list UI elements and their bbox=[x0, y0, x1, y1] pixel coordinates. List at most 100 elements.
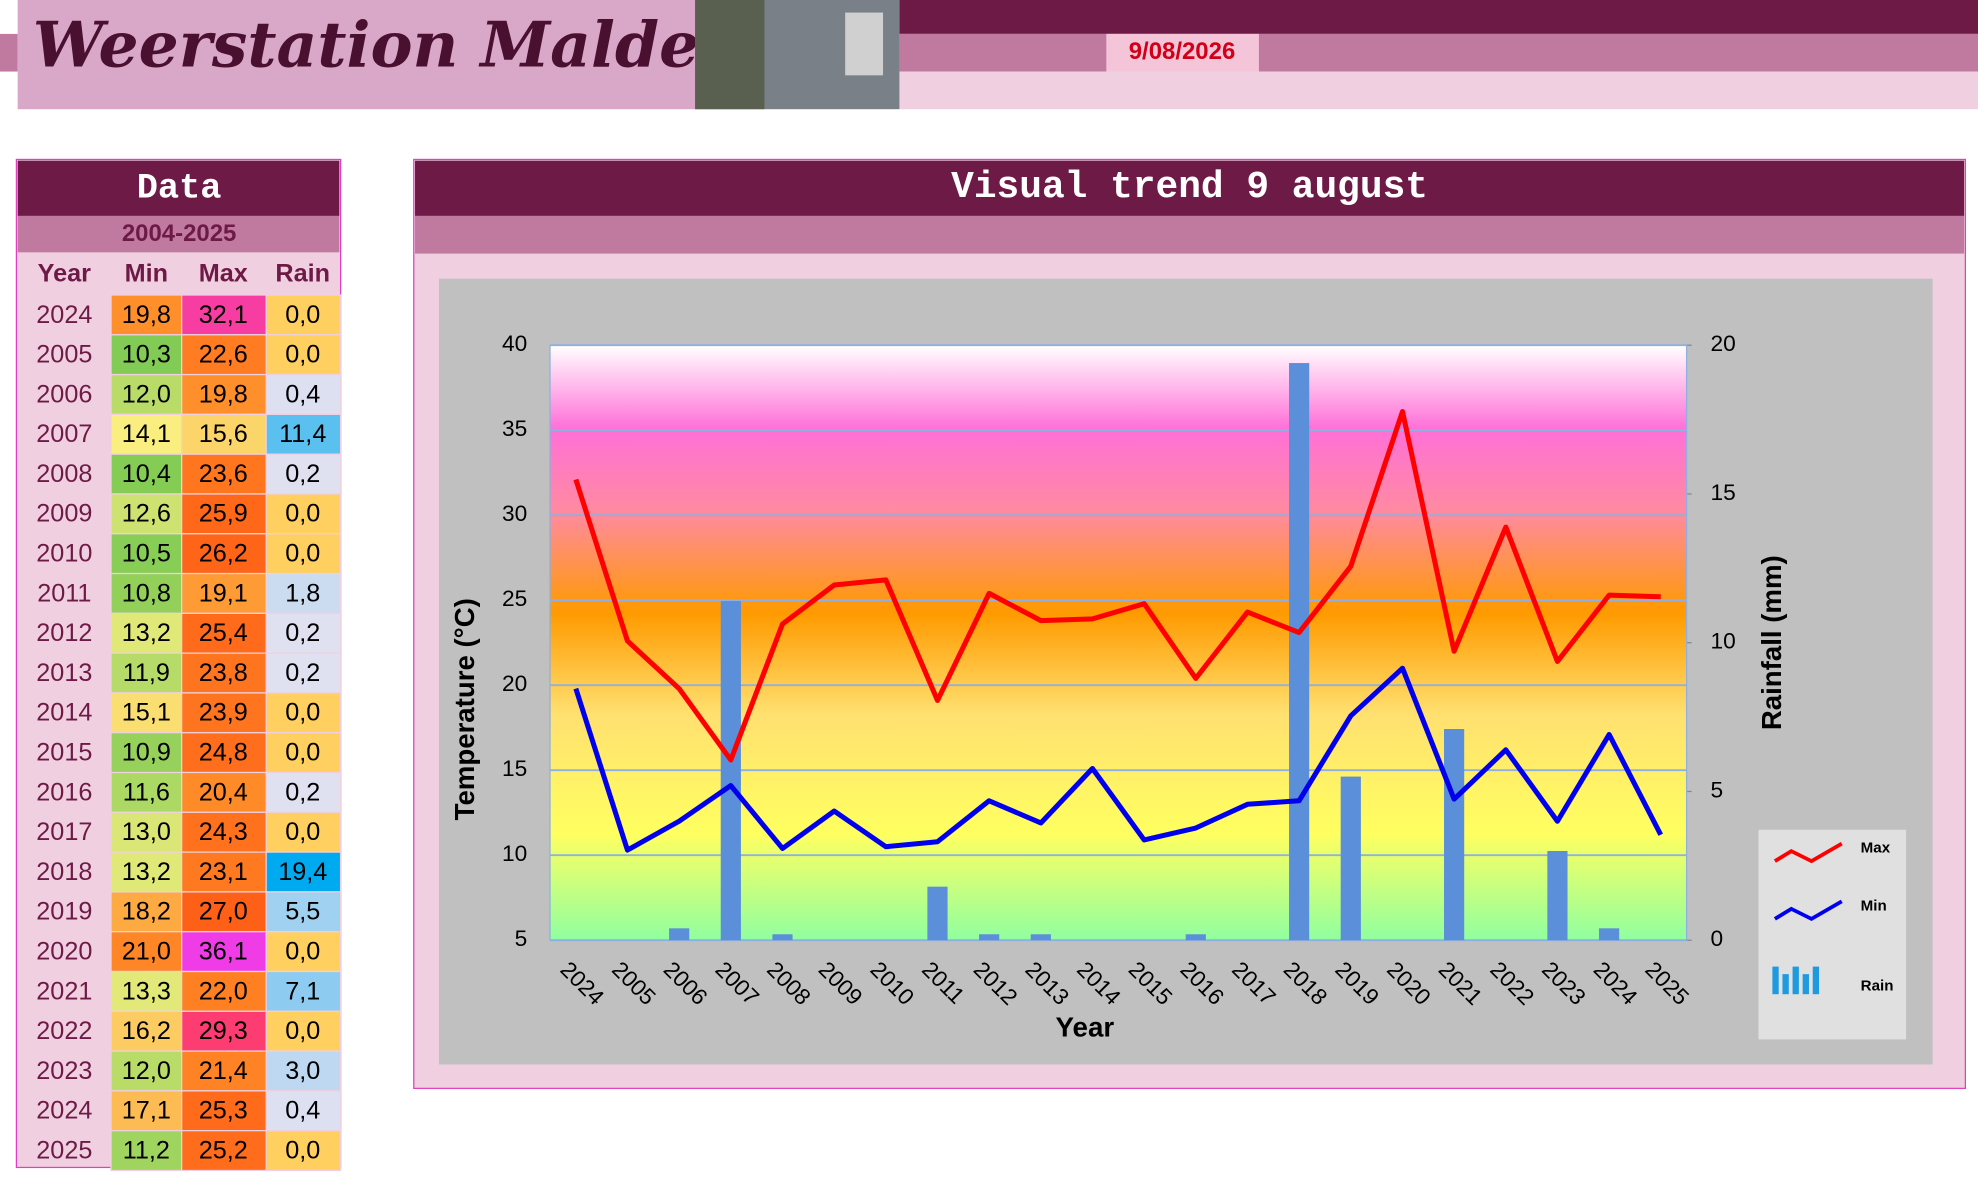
cell: 15,1 bbox=[122, 699, 171, 727]
date-box bbox=[1106, 33, 1259, 72]
y2-axis-title: Rainfall (mm) bbox=[1756, 555, 1787, 730]
y2-tick-label: 15 bbox=[1711, 479, 1736, 505]
date: 9/08/2026 bbox=[1129, 38, 1236, 65]
line-0 bbox=[573, 408, 1661, 763]
cell-bg bbox=[110, 493, 183, 535]
cell: 24,3 bbox=[199, 818, 248, 846]
header-bar bbox=[899, 71, 1978, 110]
rain-bar bbox=[1030, 934, 1051, 941]
cell-bg bbox=[181, 891, 267, 933]
rain-bar bbox=[1547, 850, 1568, 941]
cell: 10,5 bbox=[122, 540, 171, 568]
cell-bg bbox=[265, 453, 342, 495]
legend-icon bbox=[1802, 974, 1809, 995]
rain-bar bbox=[1340, 776, 1361, 941]
cell: 11,9 bbox=[123, 659, 170, 687]
cell-bg bbox=[110, 1050, 183, 1092]
cell-bg bbox=[265, 1130, 342, 1172]
cell-bg bbox=[110, 334, 183, 376]
y-tick-label: 15 bbox=[502, 755, 527, 781]
legend-icon bbox=[1792, 966, 1799, 995]
line-1 bbox=[573, 665, 1663, 853]
y2-tick-label: 10 bbox=[1711, 628, 1736, 654]
column-header: Rain bbox=[275, 260, 330, 288]
legend-icon bbox=[1772, 966, 1779, 995]
cell: 0,0 bbox=[285, 500, 320, 528]
rain-bar bbox=[979, 934, 1000, 941]
cell: 19,1 bbox=[199, 579, 248, 607]
cell: 23,1 bbox=[199, 858, 248, 886]
table-period: 2004-2025 bbox=[122, 220, 237, 247]
cell: 0,0 bbox=[285, 938, 320, 966]
cell: 12,0 bbox=[122, 380, 171, 408]
cell-bg bbox=[265, 294, 342, 336]
cell: 10,3 bbox=[122, 341, 171, 369]
cell-bg bbox=[265, 1050, 342, 1092]
title-box bbox=[17, 0, 696, 110]
cell-bg bbox=[265, 1010, 342, 1052]
year-cell: 2012 bbox=[36, 619, 92, 647]
cell: 7,1 bbox=[285, 977, 320, 1005]
header-bar bbox=[899, 0, 1978, 34]
year-cell: 2017 bbox=[36, 818, 92, 846]
cell: 19,4 bbox=[278, 858, 327, 886]
y2-tick-label: 20 bbox=[1711, 330, 1736, 356]
cell: 0,4 bbox=[285, 1097, 320, 1125]
cell-bg bbox=[110, 1010, 183, 1052]
cell-bg bbox=[110, 373, 183, 416]
cell: 15,6 bbox=[199, 420, 248, 448]
cell-bg bbox=[110, 771, 183, 813]
cell: 32,1 bbox=[199, 301, 248, 329]
cell-bg bbox=[265, 732, 342, 774]
cell: 13,0 bbox=[122, 818, 171, 846]
year-cell: 2020 bbox=[36, 938, 92, 966]
legend bbox=[1758, 829, 1907, 1040]
cell-bg bbox=[181, 334, 267, 376]
cell-bg bbox=[110, 572, 183, 614]
year-cell: 2006 bbox=[36, 380, 92, 408]
table-title-bar bbox=[17, 160, 340, 216]
plot-border bbox=[549, 344, 1688, 941]
year-cell: 2024 bbox=[36, 1097, 92, 1125]
rain-bar bbox=[720, 601, 741, 941]
cell: 0,0 bbox=[285, 1136, 320, 1164]
cell: 21,0 bbox=[122, 938, 171, 966]
cell: 10,9 bbox=[122, 739, 171, 767]
legend-icon bbox=[1773, 899, 1843, 922]
rain-bar bbox=[772, 934, 793, 941]
legend-icon bbox=[1782, 974, 1789, 995]
cell-bg bbox=[110, 931, 183, 973]
cell: 25,4 bbox=[199, 619, 248, 647]
cell-bg bbox=[110, 851, 183, 893]
year-cell: 2008 bbox=[36, 460, 92, 488]
cell-bg bbox=[265, 334, 342, 376]
cell: 0,0 bbox=[285, 341, 320, 369]
year-cell: 2025 bbox=[36, 1136, 92, 1164]
y-axis-title: Temperature (°C) bbox=[449, 598, 480, 820]
cell: 11,4 bbox=[279, 420, 326, 448]
year-cell: 2011 bbox=[37, 579, 91, 607]
column-header: Year bbox=[38, 260, 92, 288]
cell-bg bbox=[265, 373, 342, 416]
cell: 0,0 bbox=[285, 540, 320, 568]
cell: 19,8 bbox=[122, 301, 171, 329]
cell: 12,6 bbox=[122, 500, 171, 528]
rain-bar bbox=[1444, 729, 1465, 941]
year-cell: 2022 bbox=[36, 1017, 92, 1045]
cell-bg bbox=[110, 294, 183, 336]
photo bbox=[845, 12, 884, 76]
cell: 0,0 bbox=[285, 818, 320, 846]
cell-bg bbox=[181, 373, 267, 416]
year-cell: 2014 bbox=[36, 699, 92, 727]
photo bbox=[695, 0, 765, 110]
y-tick-label: 35 bbox=[502, 415, 527, 441]
y2-tick-label: 0 bbox=[1711, 925, 1724, 951]
cell-bg bbox=[181, 931, 267, 973]
cell-bg bbox=[265, 851, 342, 893]
cell: 0,2 bbox=[285, 460, 320, 488]
cell: 1,8 bbox=[285, 579, 320, 607]
year-cell: 2013 bbox=[36, 659, 92, 687]
cell-bg bbox=[265, 970, 342, 1012]
cell: 25,2 bbox=[199, 1136, 248, 1164]
cell: 20,4 bbox=[199, 778, 248, 806]
